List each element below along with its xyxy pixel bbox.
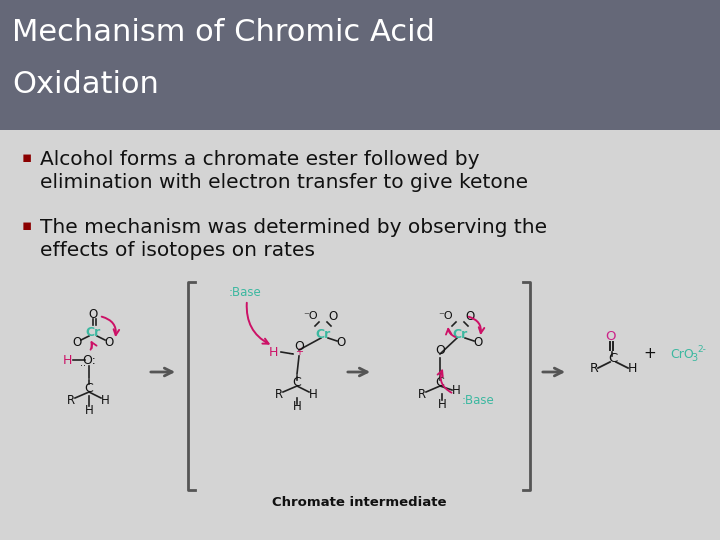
Text: +: +: [295, 347, 303, 357]
Text: +: +: [644, 347, 657, 361]
Text: effects of isotopes on rates: effects of isotopes on rates: [40, 241, 315, 260]
Text: O: O: [605, 329, 616, 342]
Text: C: C: [85, 381, 94, 395]
Bar: [0, 0, 720, 130]
Text: C: C: [608, 352, 618, 365]
Text: Cr: Cr: [86, 326, 101, 339]
Text: R: R: [418, 388, 426, 401]
Text: The mechanism was determined by observing the: The mechanism was determined by observin…: [40, 218, 547, 237]
Text: O: O: [89, 307, 98, 321]
Text: O: O: [104, 335, 114, 348]
Text: O:: O:: [82, 354, 96, 367]
Text: C: C: [292, 375, 302, 388]
Text: ▪: ▪: [22, 150, 32, 165]
Text: O: O: [465, 309, 474, 322]
Text: 3: 3: [691, 353, 697, 363]
Text: Chromate intermediate: Chromate intermediate: [271, 496, 446, 509]
Text: 2-: 2-: [697, 346, 706, 354]
Text: :Base: :Base: [462, 394, 495, 407]
Text: O: O: [294, 340, 304, 353]
Text: H: H: [309, 388, 318, 401]
Text: R: R: [590, 361, 598, 375]
Text: R: R: [67, 394, 75, 407]
Text: H: H: [438, 397, 446, 410]
Text: H: H: [101, 394, 109, 407]
Text: Mechanism of Chromic Acid: Mechanism of Chromic Acid: [12, 18, 435, 47]
Text: :Base: :Base: [229, 286, 261, 299]
Text: O: O: [73, 335, 81, 348]
Text: O: O: [328, 309, 338, 322]
Text: H: H: [627, 361, 636, 375]
Text: H: H: [269, 346, 278, 359]
Text: Alcohol forms a chromate ester followed by: Alcohol forms a chromate ester followed …: [40, 150, 480, 169]
Text: elimination with electron transfer to give ketone: elimination with electron transfer to gi…: [40, 173, 528, 192]
Text: O: O: [336, 335, 346, 348]
Text: H: H: [63, 354, 72, 367]
Text: O: O: [473, 335, 482, 348]
Text: CrO: CrO: [670, 348, 694, 361]
Text: ··: ··: [80, 361, 86, 371]
Text: ⁻O: ⁻O: [304, 311, 318, 321]
Text: H: H: [292, 400, 302, 413]
Text: Cr: Cr: [315, 327, 330, 341]
Text: ▪: ▪: [22, 218, 32, 233]
Text: ⁻O: ⁻O: [438, 311, 454, 321]
Text: H: H: [85, 403, 94, 416]
Text: C: C: [436, 375, 444, 388]
Text: Cr: Cr: [452, 327, 467, 341]
Text: ··: ··: [288, 349, 294, 359]
Text: O: O: [435, 343, 445, 356]
Text: Oxidation: Oxidation: [12, 70, 159, 99]
Text: R: R: [275, 388, 283, 401]
Text: H: H: [451, 383, 460, 396]
